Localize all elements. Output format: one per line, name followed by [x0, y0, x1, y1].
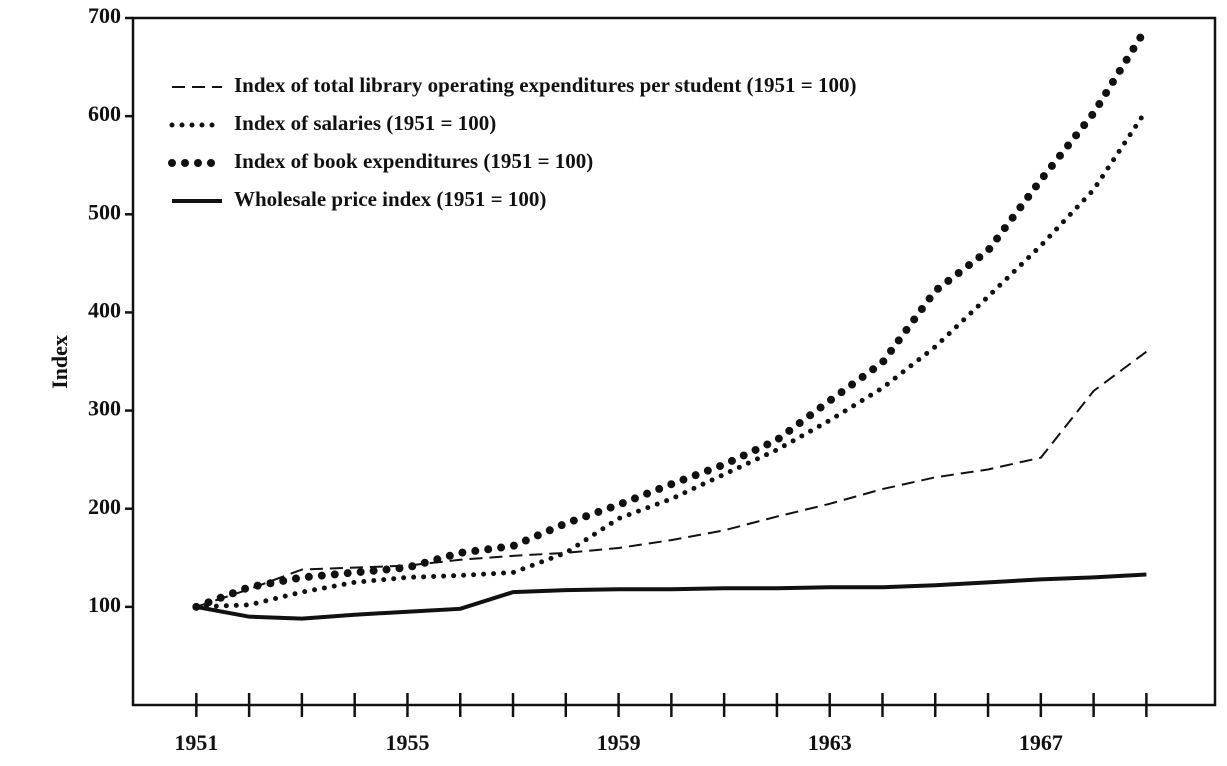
legend-label: Index of total library operating expendi…	[234, 73, 857, 97]
y-tick-label: 700	[88, 3, 121, 28]
y-axis-label: Index	[47, 335, 72, 389]
x-tick-label: 1951	[174, 730, 218, 755]
series-line	[195, 572, 1147, 621]
plot-frame	[131, 16, 1217, 707]
legend-label: Index of book expenditures (1951 = 100)	[234, 149, 593, 173]
y-tick-label: 200	[88, 494, 121, 519]
y-tick-label: 400	[88, 297, 121, 322]
x-tick-label: 1955	[385, 730, 429, 755]
y-tick-label: 300	[88, 396, 121, 421]
x-tick-label: 1967	[1019, 730, 1063, 755]
y-tick-label: 600	[88, 101, 121, 126]
series-line	[193, 107, 1149, 610]
series-line	[192, 23, 1151, 611]
y-tick-label: 100	[88, 592, 121, 617]
legend-label: Index of salaries (1951 = 100)	[234, 111, 496, 135]
y-tick-label: 500	[88, 199, 121, 224]
x-tick-label: 1963	[808, 730, 852, 755]
series-line	[196, 350, 1147, 608]
legend-label: Wholesale price index (1951 = 100)	[234, 187, 546, 211]
x-tick-label: 1959	[597, 730, 641, 755]
